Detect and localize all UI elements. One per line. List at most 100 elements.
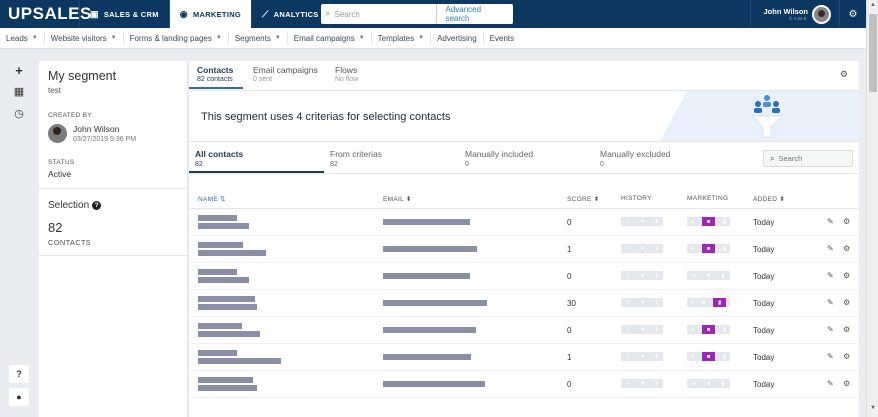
creator-info: John Wilson 03/27/2019 5:36 PM (73, 124, 136, 143)
contact-name-redacted[interactable] (198, 296, 255, 302)
user-menu[interactable]: John Wilson CAME ⚙ (750, 0, 866, 28)
global-search-input[interactable] (334, 4, 437, 24)
help-button[interactable]: ? (9, 365, 29, 383)
subnav-leads[interactable]: Leads ▼ (0, 31, 45, 45)
contact-email-redacted[interactable] (383, 381, 485, 387)
contact-name-redacted[interactable] (198, 269, 237, 275)
row-settings-gear-icon[interactable]: ⚙ (843, 298, 851, 307)
subtab-from-criterias[interactable]: From criterias 82 (330, 149, 382, 168)
subtab-all-contacts[interactable]: All contacts 82 (195, 149, 243, 168)
marketing-indicators: ● ■ ▮ (687, 298, 730, 307)
tab-analytics[interactable]: ⟋ ANALYTICS (252, 0, 330, 28)
history-indicators: ✓ ▼ $ (621, 325, 663, 334)
subtab-manually-excluded[interactable]: Manually excluded 0 (600, 149, 670, 168)
row-settings-gear-icon[interactable]: ⚙ (843, 325, 851, 334)
contact-added: Today (753, 299, 775, 308)
settings-gear-icon[interactable]: ⚙ (839, 0, 866, 28)
contact-company-redacted[interactable] (198, 385, 257, 391)
chevron-down-icon: ▼ (274, 35, 281, 41)
edit-icon[interactable]: ✎ (827, 325, 834, 334)
tab-sales-crm-label: SALES & CRM (103, 9, 159, 19)
upsales-logo[interactable]: UPSALES (0, 0, 91, 28)
subnav-website-visitors[interactable]: Website visitors ▼ (45, 31, 124, 45)
subnav-advertising[interactable]: Advertising (431, 31, 484, 45)
row-settings-gear-icon[interactable]: ⚙ (843, 271, 851, 280)
segment-funnel-icon (750, 95, 784, 138)
check-icon: ✓ (625, 245, 631, 252)
advanced-search-link[interactable]: Advanced search (436, 4, 513, 24)
selection-unit: CONTACTS (48, 238, 92, 247)
selection-count: 82 (48, 220, 63, 235)
subnav-segments[interactable]: Segments ▼ (229, 31, 288, 45)
subtab-all-contacts-label: All contacts (195, 149, 244, 159)
contact-email-redacted[interactable] (383, 273, 470, 279)
tab-marketing-label: MARKETING (192, 9, 242, 19)
subnav-events[interactable]: Events (484, 32, 520, 45)
help-icon[interactable]: ? (92, 201, 102, 210)
table-row[interactable]: 0 ✓ ▼ $ ● ■ ▮ Today ✎ ⚙ (189, 209, 859, 236)
row-settings-gear-icon[interactable]: ⚙ (843, 244, 851, 253)
contact-name-redacted[interactable] (198, 242, 243, 248)
contact-name-redacted[interactable] (198, 215, 237, 221)
contact-email-redacted[interactable] (383, 246, 477, 252)
row-settings-gear-icon[interactable]: ⚙ (843, 379, 851, 388)
contact-company-redacted[interactable] (198, 277, 249, 283)
segment-main-panel: Contacts 82 contacts Email campaigns 0 s… (189, 61, 859, 417)
subnav-email-campaigns[interactable]: Email campaigns ▼ (288, 31, 372, 45)
chat-icon[interactable]: ● (9, 388, 29, 406)
contact-company-redacted[interactable] (198, 304, 257, 310)
active-tab-indicator (189, 87, 243, 89)
page-scrollbar[interactable]: ▲ ▼ (866, 0, 878, 417)
check-icon: ✓ (625, 380, 631, 387)
row-settings-gear-icon[interactable]: ⚙ (843, 352, 851, 361)
scroll-up-arrow-icon[interactable]: ▲ (870, 2, 876, 8)
contact-company-redacted[interactable] (198, 358, 281, 364)
clock-icon[interactable]: ◷ (14, 107, 24, 120)
table-row[interactable]: 0 ✓ ▼ $ ● ■ ▮ Today ✎ ⚙ (189, 263, 859, 290)
table-row[interactable]: 0 ✓ ▼ $ ● ■ ▮ Today ✎ ⚙ (189, 371, 859, 398)
edit-icon[interactable]: ✎ (827, 244, 834, 253)
contact-company-redacted[interactable] (198, 331, 260, 337)
tab-contacts[interactable]: Contacts 82 contacts (197, 65, 233, 83)
edit-icon[interactable]: ✎ (827, 298, 834, 307)
edit-icon[interactable]: ✎ (827, 217, 834, 226)
contact-email-redacted[interactable] (383, 354, 471, 360)
subnav-templates[interactable]: Templates ▼ (372, 31, 432, 45)
tab-email-campaigns[interactable]: Email campaigns 0 sent (253, 65, 318, 83)
row-settings-gear-icon[interactable]: ⚙ (843, 217, 851, 226)
column-header-added[interactable]: ADDED ⬍ (753, 195, 785, 203)
column-header-name[interactable]: NAME ⇅ (198, 195, 226, 203)
add-icon[interactable]: + (15, 62, 23, 78)
scroll-thumb[interactable] (869, 14, 877, 92)
calendar-icon[interactable]: ▦ (13, 85, 25, 98)
selection-title: Selection ? (48, 200, 102, 211)
edit-icon[interactable]: ✎ (827, 379, 834, 388)
criteria-banner-text: This segment uses 4 criterias for select… (201, 111, 451, 123)
tab-marketing[interactable]: ◉ MARKETING (169, 0, 253, 28)
subtab-manually-included[interactable]: Manually included 0 (465, 149, 533, 168)
contact-name-redacted[interactable] (198, 350, 237, 356)
table-search-input[interactable] (778, 154, 847, 163)
email-icon: ■ (702, 352, 716, 361)
table-row[interactable]: 1 ✓ ▼ $ ● ■ ▮ Today ✎ ⚙ (189, 236, 859, 263)
column-header-email[interactable]: EMAIL ⬍ (383, 195, 412, 203)
contact-email-redacted[interactable] (383, 219, 470, 225)
user-avatar[interactable] (812, 4, 831, 24)
contact-name-redacted[interactable] (198, 323, 242, 329)
column-header-score[interactable]: SCORE ⬍ (567, 195, 599, 203)
contact-email-redacted[interactable] (383, 327, 476, 333)
tab-sales-crm[interactable]: ▣ SALES & CRM (80, 0, 170, 28)
segment-settings-gear-icon[interactable]: ⚙ (839, 69, 848, 79)
edit-icon[interactable]: ✎ (827, 271, 834, 280)
table-row[interactable]: 0 ✓ ▼ $ ● ■ ▮ Today ✎ ⚙ (189, 317, 859, 344)
contact-email-redacted[interactable] (383, 300, 487, 306)
edit-icon[interactable]: ✎ (827, 352, 834, 361)
contact-company-redacted[interactable] (198, 223, 249, 229)
table-row[interactable]: 30 ✓ ▼ $ ● ■ ▮ Today ✎ ⚙ (189, 290, 859, 317)
subnav-forms[interactable]: Forms & landing pages ▼ (124, 31, 229, 45)
table-row[interactable]: 1 ✓ ▼ $ ● ■ ▮ Today ✎ ⚙ (189, 344, 859, 371)
contact-company-redacted[interactable] (198, 250, 266, 256)
tab-flows[interactable]: Flows No flow (335, 65, 358, 83)
scroll-down-arrow-icon[interactable]: ▼ (870, 405, 876, 411)
contact-name-redacted[interactable] (198, 377, 253, 383)
